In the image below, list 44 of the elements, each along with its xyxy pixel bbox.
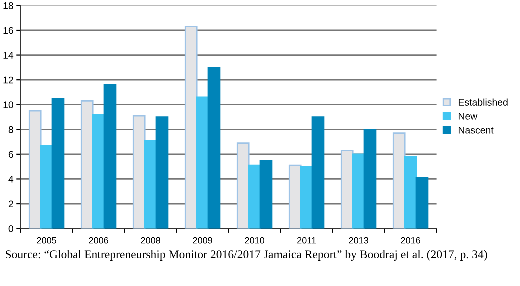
x-tick-label: 2006 (89, 237, 108, 244)
y-tick-label: 0 (8, 226, 14, 232)
bar (340, 150, 354, 229)
y-tick-label: 4 (8, 176, 14, 183)
bar (196, 96, 210, 229)
x-tick-label: 2008 (141, 237, 160, 244)
bar (300, 166, 314, 229)
bar (52, 98, 65, 229)
y-tick-label: 18 (4, 2, 14, 10)
x-tick-label: 2011 (298, 237, 316, 244)
legend-label: New (458, 113, 478, 120)
bar (156, 116, 169, 229)
y-tick-label: 2 (8, 200, 14, 208)
legend-label: Nascent (458, 127, 494, 134)
bar (236, 142, 250, 229)
bar (132, 115, 146, 229)
y-tick-label: 10 (4, 102, 14, 108)
x-tick-label: 2010 (245, 237, 264, 244)
bar (40, 145, 54, 229)
bar (260, 160, 273, 229)
bar (28, 110, 42, 229)
bar (208, 66, 221, 229)
bar (92, 114, 106, 229)
x-tick-label: 2016 (401, 237, 420, 244)
bar (104, 84, 117, 229)
bar (312, 116, 325, 229)
bar (404, 156, 418, 229)
bar (144, 140, 158, 229)
bar (364, 128, 377, 229)
y-tick-label: 8 (8, 126, 14, 134)
bar (392, 132, 406, 229)
bar (352, 154, 366, 229)
x-tick-label: 2005 (37, 237, 56, 244)
legend-label: Established (458, 98, 508, 106)
x-tick-label: 2013 (349, 237, 368, 244)
source-note: Source: “Global Entrepreneurship Monitor 2016/2017 Jamaica Report” by Boodraj et al. (2017, p. 34) (6, 250, 488, 261)
x-tick-label: 2009 (193, 237, 212, 244)
y-tick-label: 12 (4, 76, 14, 84)
bar (184, 26, 198, 229)
bar (80, 100, 94, 229)
bar (416, 177, 429, 229)
y-tick-label: 14 (4, 52, 14, 59)
y-tick-label: 6 (8, 151, 14, 158)
y-tick-label: 16 (4, 27, 14, 34)
